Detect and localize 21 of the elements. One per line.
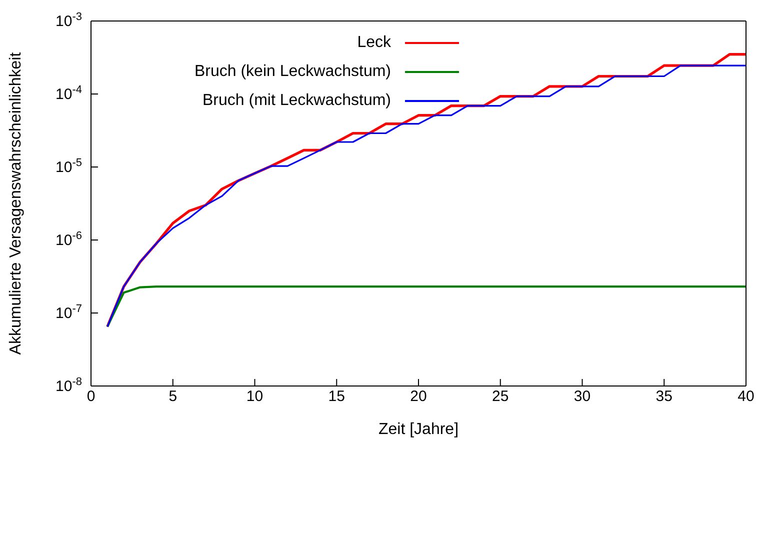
x-axis-title: Zeit [Jahre] bbox=[378, 421, 459, 438]
x-tick-label: 15 bbox=[328, 388, 345, 405]
x-tick-label: 20 bbox=[410, 388, 427, 405]
y-tick-label: 10$^{-7}$ bbox=[56, 303, 82, 322]
x-tick-label: 25 bbox=[492, 388, 509, 405]
legend-label: Bruch (kein Leckwachstum) bbox=[194, 62, 391, 80]
line-series bbox=[106, 286, 746, 328]
y-tick-label: 10$^{-8}$ bbox=[56, 376, 82, 395]
y-tick-label: 10$^{-6}$ bbox=[56, 230, 82, 249]
y-axis-title: Akkumulierte Versagenswahrscheinlichkeit bbox=[8, 52, 25, 355]
x-tick-label: 10 bbox=[246, 388, 264, 405]
x-tick-label: 5 bbox=[168, 388, 178, 405]
legend-label: Bruch (mit Leckwachstum) bbox=[202, 92, 391, 110]
y-tick-label: 10$^{-3}$ bbox=[56, 11, 82, 30]
y-tick-label: 10$^{-4}$ bbox=[56, 84, 82, 103]
y-tick-label: 10$^{-5}$ bbox=[56, 157, 82, 176]
legend-label: Leck bbox=[357, 34, 391, 52]
x-tick-label: 30 bbox=[574, 388, 591, 405]
x-tick-label: 40 bbox=[738, 388, 754, 405]
x-tick-label: 0 bbox=[86, 388, 96, 405]
x-tick-label: 35 bbox=[656, 388, 672, 405]
